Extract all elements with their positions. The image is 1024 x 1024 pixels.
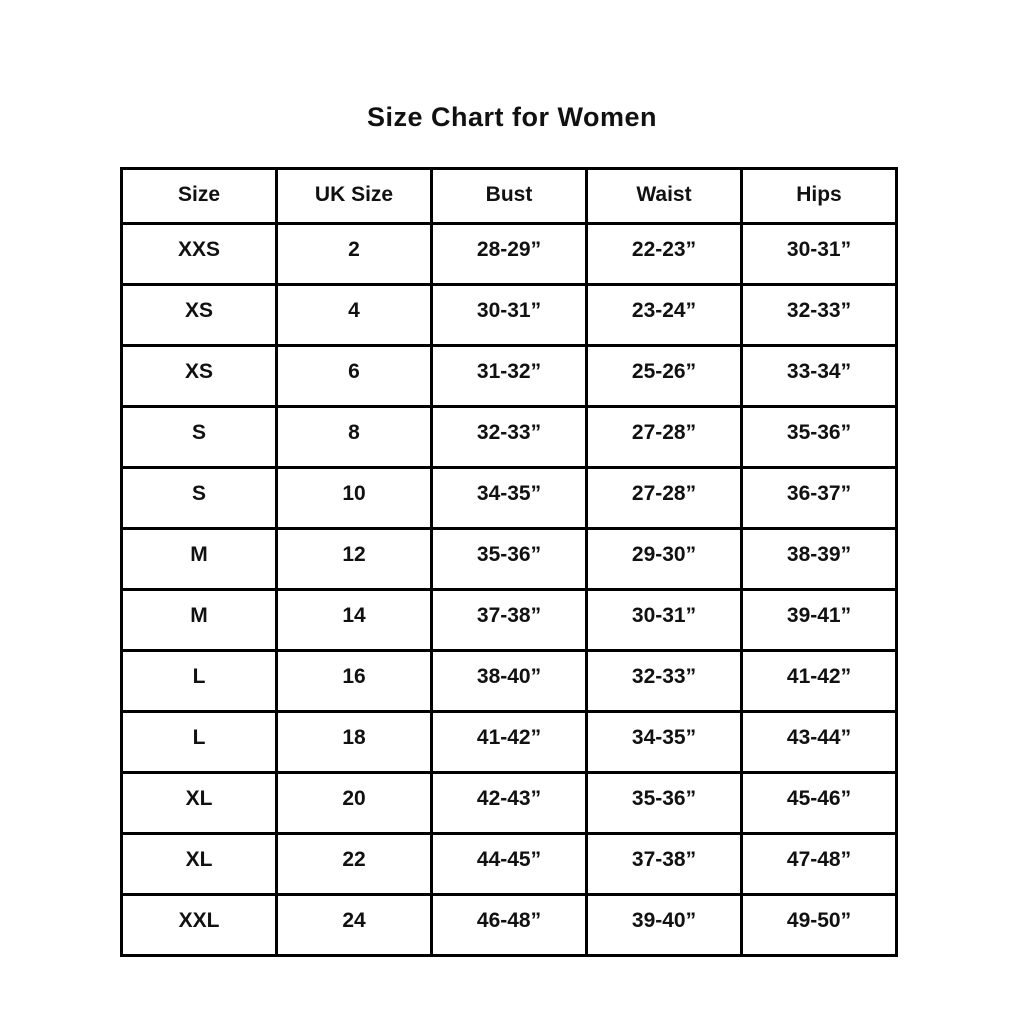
- table-cell: 18: [275, 710, 433, 774]
- table-cell: 38-39”: [740, 527, 898, 591]
- table-header: Size UK Size Bust Waist Hips: [120, 167, 898, 225]
- table-cell: L: [120, 710, 278, 774]
- table-cell: 30-31”: [740, 222, 898, 286]
- table-cell: XS: [120, 283, 278, 347]
- table-cell: XS: [120, 344, 278, 408]
- table-cell: XXL: [120, 893, 278, 957]
- table-header-row: Size UK Size Bust Waist Hips: [120, 167, 898, 225]
- table-cell: 35-36”: [740, 405, 898, 469]
- table-cell: M: [120, 588, 278, 652]
- table-cell: 44-45”: [430, 832, 588, 896]
- table-cell: 33-34”: [740, 344, 898, 408]
- table-row: XL 20 42-43” 35-36” 45-46”: [120, 771, 898, 835]
- table-cell: 37-38”: [430, 588, 588, 652]
- table-cell: 36-37”: [740, 466, 898, 530]
- table-body: XXS 2 28-29” 22-23” 30-31” XS 4 30-31” 23-24” 32-…: [120, 222, 898, 957]
- table-cell: 43-44”: [740, 710, 898, 774]
- table-cell: 39-41”: [740, 588, 898, 652]
- column-header-hips: Hips: [740, 167, 898, 225]
- table-cell: 6: [275, 344, 433, 408]
- table-cell: 41-42”: [740, 649, 898, 713]
- table-cell: 30-31”: [585, 588, 743, 652]
- column-header-size: Size: [120, 167, 278, 225]
- table-cell: 4: [275, 283, 433, 347]
- table-cell: 8: [275, 405, 433, 469]
- table-cell: 34-35”: [585, 710, 743, 774]
- table-cell: M: [120, 527, 278, 591]
- table-cell: 47-48”: [740, 832, 898, 896]
- table-row: L 16 38-40” 32-33” 41-42”: [120, 649, 898, 713]
- table-cell: 23-24”: [585, 283, 743, 347]
- table-cell: 30-31”: [430, 283, 588, 347]
- table-cell: 38-40”: [430, 649, 588, 713]
- table-cell: 31-32”: [430, 344, 588, 408]
- table-cell: 32-33”: [585, 649, 743, 713]
- table-row: XXS 2 28-29” 22-23” 30-31”: [120, 222, 898, 286]
- table-cell: 2: [275, 222, 433, 286]
- table-cell: 35-36”: [585, 771, 743, 835]
- table-cell: 32-33”: [740, 283, 898, 347]
- table-cell: 10: [275, 466, 433, 530]
- table-cell: 14: [275, 588, 433, 652]
- table-cell: S: [120, 405, 278, 469]
- table-row: XL 22 44-45” 37-38” 47-48”: [120, 832, 898, 896]
- table-cell: 46-48”: [430, 893, 588, 957]
- table-cell: 35-36”: [430, 527, 588, 591]
- table-cell: XL: [120, 832, 278, 896]
- table-cell: 29-30”: [585, 527, 743, 591]
- table-cell: 42-43”: [430, 771, 588, 835]
- table-cell: 49-50”: [740, 893, 898, 957]
- column-header-waist: Waist: [585, 167, 743, 225]
- table-cell: 37-38”: [585, 832, 743, 896]
- table-cell: 34-35”: [430, 466, 588, 530]
- table-cell: XXS: [120, 222, 278, 286]
- table-row: XXL 24 46-48” 39-40” 49-50”: [120, 893, 898, 957]
- table-row: M 12 35-36” 29-30” 38-39”: [120, 527, 898, 591]
- table-cell: 12: [275, 527, 433, 591]
- table-cell: 28-29”: [430, 222, 588, 286]
- table-cell: 22-23”: [585, 222, 743, 286]
- table-row: S 10 34-35” 27-28” 36-37”: [120, 466, 898, 530]
- table-cell: 16: [275, 649, 433, 713]
- table-cell: 25-26”: [585, 344, 743, 408]
- table-cell: 20: [275, 771, 433, 835]
- table-row: M 14 37-38” 30-31” 39-41”: [120, 588, 898, 652]
- table-cell: 27-28”: [585, 466, 743, 530]
- table-row: XS 4 30-31” 23-24” 32-33”: [120, 283, 898, 347]
- table-cell: 45-46”: [740, 771, 898, 835]
- table-cell: 24: [275, 893, 433, 957]
- size-chart-table: Size UK Size Bust Waist Hips XXS 2 28-29” 22-23…: [120, 167, 898, 957]
- table-row: S 8 32-33” 27-28” 35-36”: [120, 405, 898, 469]
- table-row: XS 6 31-32” 25-26” 33-34”: [120, 344, 898, 408]
- table-cell: L: [120, 649, 278, 713]
- table-cell: 41-42”: [430, 710, 588, 774]
- page-title: Size Chart for Women: [366, 102, 658, 132]
- table-cell: S: [120, 466, 278, 530]
- table-cell: XL: [120, 771, 278, 835]
- table-row: L 18 41-42” 34-35” 43-44”: [120, 710, 898, 774]
- table-cell: 39-40”: [585, 893, 743, 957]
- table-cell: 27-28”: [585, 405, 743, 469]
- table-cell: 22: [275, 832, 433, 896]
- column-header-uk-size: UK Size: [275, 167, 433, 225]
- table-cell: 32-33”: [430, 405, 588, 469]
- column-header-bust: Bust: [430, 167, 588, 225]
